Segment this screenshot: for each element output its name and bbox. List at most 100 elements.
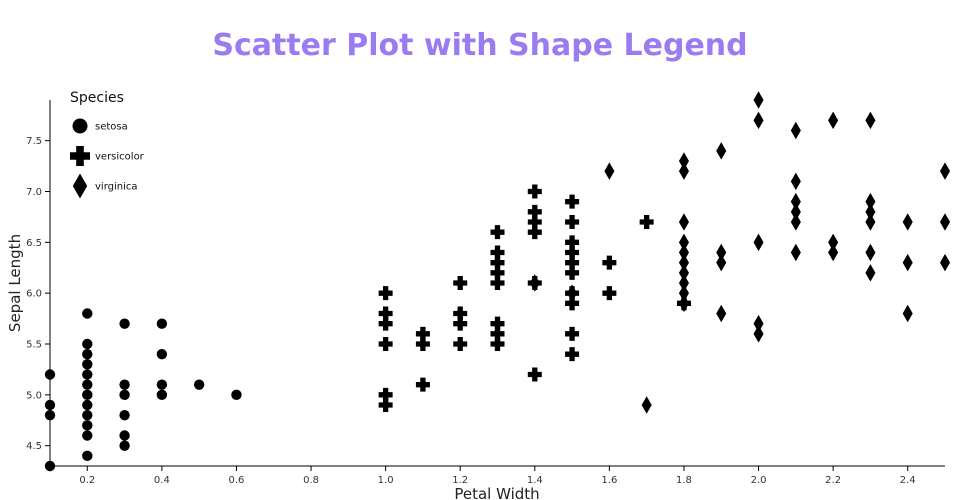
virginica-point <box>753 91 764 109</box>
x-tick-label: 2.0 <box>751 475 767 486</box>
setosa-point <box>82 420 93 431</box>
virginica-point <box>865 192 876 211</box>
virginica-point <box>678 152 689 170</box>
virginica-point <box>678 264 689 282</box>
versicolor-point <box>565 347 580 362</box>
x-tick-label: 0.8 <box>303 475 319 486</box>
x-tick-label: 2.4 <box>900 475 916 486</box>
virginica-point <box>753 111 764 130</box>
versicolor-point <box>527 184 542 199</box>
virginica-point <box>939 162 951 180</box>
x-axis: 0.2 0.4 0.6 0.8 1.0 1.2 1.4 1.6 1.8 2.0 2.2 2.4 <box>79 466 916 486</box>
versicolor-point <box>527 367 542 382</box>
legend-versicolor-symbol <box>70 146 90 166</box>
versicolor-point <box>527 204 542 219</box>
plot-area: 0.2 0.4 0.6 0.8 1.0 1.2 1.4 1.6 1.8 2.0 2.2 2.4 4.5… <box>26 91 951 486</box>
versicolor-point <box>565 255 580 270</box>
virginica-point <box>641 396 652 414</box>
setosa-point <box>82 308 93 319</box>
setosa-point <box>82 359 93 370</box>
chart-title: Scatter Plot with Shape Legend <box>212 28 747 63</box>
virginica-point <box>716 253 727 272</box>
virginica-point <box>790 172 801 191</box>
x-tick-label: 0.4 <box>154 475 170 486</box>
virginica-point <box>716 243 727 262</box>
legend-setosa-label: setosa <box>95 122 128 133</box>
x-tick-label: 1.0 <box>378 475 394 486</box>
setosa-point <box>44 409 56 421</box>
virginica-point <box>716 304 727 323</box>
y-tick-label: 6.0 <box>26 289 42 300</box>
versicolor-point <box>453 337 468 351</box>
legend: Species setosa versicolor virginica <box>70 90 145 199</box>
virginica-point <box>753 325 764 343</box>
x-tick-label: 0.2 <box>79 475 95 486</box>
setosa-point <box>82 348 93 360</box>
virginica-point <box>828 233 839 252</box>
setosa-point <box>156 348 168 360</box>
versicolor-point <box>378 286 393 301</box>
y-tick-label: 7.5 <box>26 136 42 147</box>
versicolor-point <box>565 326 580 341</box>
versicolor-point <box>565 194 580 209</box>
setosa-point <box>82 389 93 401</box>
virginica-point <box>790 203 801 221</box>
setosa-point <box>119 440 130 451</box>
virginica-point <box>678 274 689 292</box>
virginica-point <box>865 203 876 221</box>
versicolor-point <box>527 225 542 240</box>
versicolor-point <box>565 245 580 260</box>
setosa-point <box>119 389 130 401</box>
versicolor-point <box>378 337 393 351</box>
x-tick-label: 0.6 <box>229 475 245 486</box>
setosa-point <box>44 399 56 411</box>
virginica-point <box>939 253 951 272</box>
y-tick-label: 4.5 <box>26 441 42 452</box>
versicolor-point <box>378 306 393 321</box>
setosa-point <box>156 379 168 390</box>
setosa-point <box>82 369 93 380</box>
setosa-point <box>82 409 93 421</box>
x-tick-label: 1.6 <box>601 475 617 486</box>
versicolor-point <box>453 306 468 321</box>
virginica-point <box>678 294 689 313</box>
virginica-point <box>790 243 801 262</box>
virginica-point <box>865 243 876 262</box>
x-tick-label: 1.2 <box>452 475 468 486</box>
virginica-point <box>716 142 727 160</box>
setosa-point <box>119 409 130 421</box>
virginica-point <box>902 304 913 323</box>
versicolor-point <box>490 265 505 280</box>
virginica-point <box>790 192 801 211</box>
versicolor-point <box>415 337 430 351</box>
virginica-point <box>939 213 951 231</box>
setosa-point <box>82 379 93 390</box>
setosa-point <box>119 318 130 329</box>
y-tick-label: 7.0 <box>26 187 42 198</box>
virginica-point <box>828 111 839 130</box>
y-axis: 4.5 5.0 5.5 6.0 6.5 7.0 7.5 <box>26 136 50 452</box>
virginica-point <box>678 233 689 252</box>
virginica-point <box>865 213 876 231</box>
virginica-point <box>753 233 764 252</box>
data-points <box>44 91 951 472</box>
x-tick-label: 1.4 <box>527 475 543 486</box>
y-tick-label: 6.5 <box>26 238 42 249</box>
setosa-point <box>119 379 130 390</box>
versicolor-point <box>415 326 430 341</box>
y-tick-label: 5.0 <box>26 390 42 401</box>
versicolor-point <box>565 265 580 280</box>
y-axis-label: Sepal Length <box>6 234 24 332</box>
setosa-point <box>44 369 56 380</box>
versicolor-point <box>415 377 430 392</box>
virginica-point <box>567 284 578 302</box>
versicolor-point <box>639 215 654 229</box>
versicolor-point <box>490 245 505 260</box>
legend-versicolor-label: versicolor <box>95 152 145 163</box>
setosa-point <box>156 389 168 401</box>
setosa-point <box>82 338 93 350</box>
legend-setosa-symbol <box>72 118 88 134</box>
versicolor-point <box>490 337 505 351</box>
virginica-point <box>678 243 689 262</box>
